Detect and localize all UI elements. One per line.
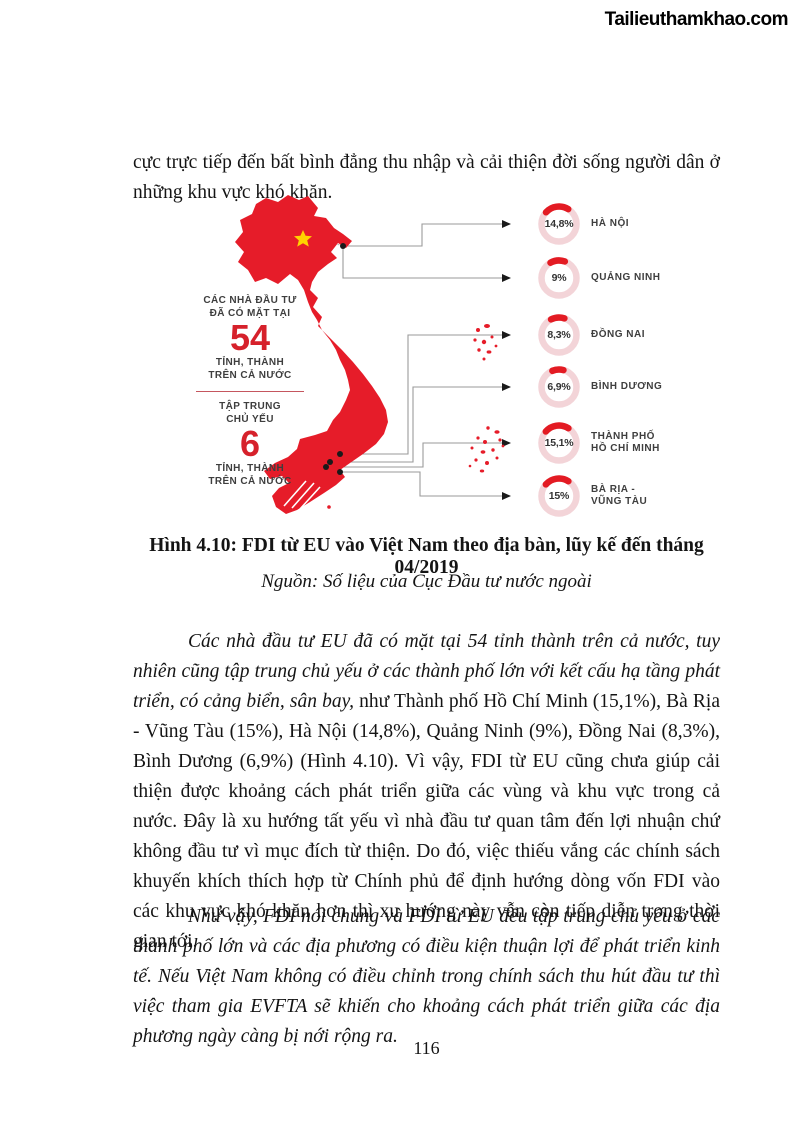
donut-chart-icon — [538, 475, 580, 517]
stats-line: CHỦ YẾU — [226, 414, 274, 425]
phu-quoc-island — [327, 505, 331, 509]
paragraph-2-italic: Các nhà đầu tư EU đã có mặt tại 54 tỉnh … — [133, 630, 720, 712]
investor-stats-block: CÁC NHÀ ĐẦU TƯ ĐÃ CÓ MẶT TẠI 54 TỈNH, TH… — [196, 294, 304, 488]
truong-sa-islands — [468, 426, 505, 473]
stats-divider — [196, 391, 304, 392]
donut-percent: 14,8% — [544, 218, 574, 230]
stats-line: TỈNH, THÀNH — [215, 357, 285, 368]
donut-chart-icon — [538, 422, 580, 464]
donut-percent: 6,9% — [547, 381, 571, 393]
donut-chart-icon — [538, 314, 580, 356]
stats-line: TẬP TRUNG — [219, 401, 281, 412]
arrowhead-icons — [502, 220, 511, 500]
province-label: THÀNH PHỐ HỒ CHÍ MINH — [591, 431, 660, 454]
paragraph-1: cực trực tiếp đến bất bình đẳng thu nhập… — [133, 151, 720, 203]
hanoi-star-icon — [294, 230, 312, 247]
page-number: 116 — [413, 1038, 440, 1058]
figure-source: Nguồn: Số liệu của Cục Đầu tư nước ngoài — [261, 571, 592, 592]
donut-chart-icon — [538, 257, 580, 299]
paragraph-2-regular: như Thành phố Hồ Chí Minh (15,1%), Bà Rị… — [133, 690, 720, 952]
vietnam-map-shape — [235, 195, 388, 514]
province-label: HÀ NỘI — [591, 218, 629, 229]
donut-row-dongnai: 8,3% ĐỒNG NAI — [537, 313, 645, 357]
province-label: QUẢNG NINH — [591, 272, 661, 283]
stats-line: TRÊN CẢ NƯỚC — [208, 476, 292, 487]
paragraph-2: Các nhà đầu tư EU đã có mặt tại 54 tỉnh … — [133, 627, 720, 957]
city-dots — [323, 243, 346, 475]
stats-value-54: 54 — [229, 317, 271, 358]
stats-line: ĐÃ CÓ MẶT TẠI — [209, 308, 291, 319]
hoang-sa-islands — [473, 324, 498, 361]
figure-caption: Hình 4.10: FDI từ EU vào Việt Nam theo đ… — [149, 535, 704, 578]
donut-percent: 15% — [548, 490, 570, 502]
donut-percent: 9% — [551, 272, 567, 284]
vietnam-fdi-map — [235, 195, 511, 514]
stats-line: TRÊN CẢ NƯỚC — [208, 370, 292, 381]
stats-line: CÁC NHÀ ĐẦU TƯ — [203, 295, 297, 306]
donut-percent: 15,1% — [544, 437, 574, 449]
donut-row-hanoi: 14,8% HÀ NỘI — [537, 202, 629, 246]
donut-chart-icon — [538, 203, 580, 245]
delta-river-lines — [283, 480, 321, 510]
donut-row-hochiminh: 15,1% THÀNH PHỐ HỒ CHÍ MINH — [537, 421, 660, 465]
donut-row-quangninh: 9% QUẢNG NINH — [537, 256, 660, 300]
donut-row-binhduong: 6,9% BÌNH DƯƠNG — [537, 365, 662, 409]
province-label: ĐỒNG NAI — [591, 329, 645, 340]
province-label: BÀ RỊA - VŨNG TÀU — [591, 484, 648, 507]
paragraph-3: Như vậy, FDI nói chung và FDI từ EU đều … — [133, 905, 720, 1047]
stats-value-6: 6 — [239, 423, 261, 464]
donut-chart-icon — [538, 366, 580, 408]
province-label: BÌNH DƯƠNG — [591, 381, 663, 392]
donut-percent: 8,3% — [547, 329, 571, 341]
stats-line: TỈNH, THÀNH — [215, 463, 285, 474]
watermark-text: Tailieuthamkhao.com — [604, 9, 789, 30]
donut-row-bariavungtau: 15% BÀ RỊA - VŨNG TÀU — [537, 474, 647, 518]
